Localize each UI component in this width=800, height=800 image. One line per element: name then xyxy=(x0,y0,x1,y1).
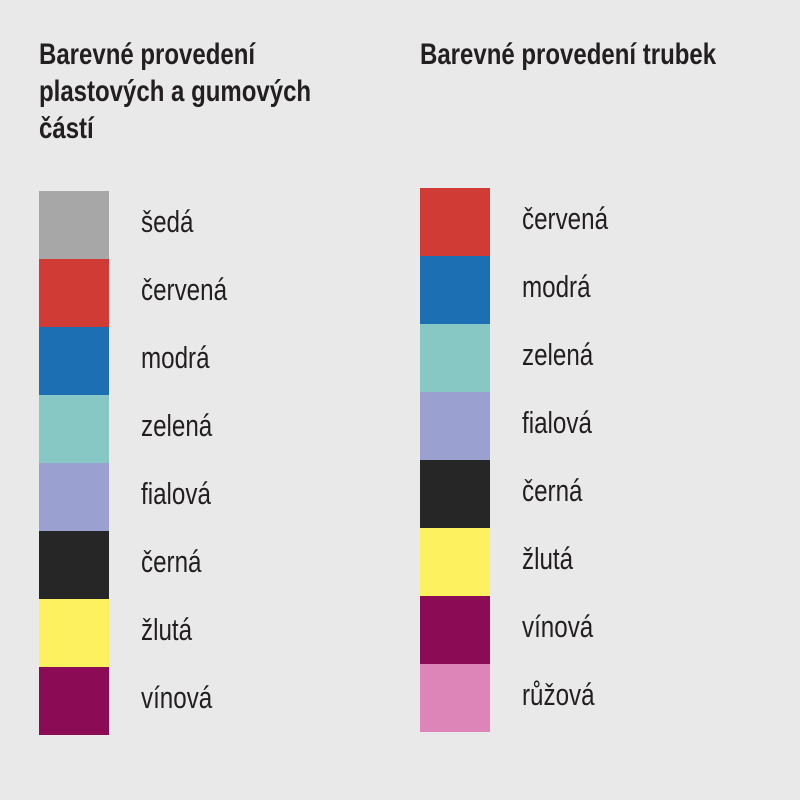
title-line: Barevné provedení trubek xyxy=(420,38,717,71)
color-swatch xyxy=(420,188,490,256)
color-item: modrá xyxy=(420,256,800,324)
tube-title: Barevné provedení trubek xyxy=(420,36,716,73)
color-item: žlutá xyxy=(39,599,439,667)
color-label: šedá xyxy=(141,204,194,239)
plastic-color-list: šedá červená modrá zelená fialová černá žlutá v… xyxy=(39,191,439,735)
color-label: vínová xyxy=(141,680,213,715)
color-label: červená xyxy=(141,272,228,307)
color-label: černá xyxy=(522,473,583,508)
title-line: částí xyxy=(39,112,94,145)
color-swatch xyxy=(420,392,490,460)
color-swatch xyxy=(420,664,490,732)
color-item: černá xyxy=(420,460,800,528)
color-item: červená xyxy=(420,188,800,256)
tube-colors: Barevné provedení trubek červená modrá zel… xyxy=(420,36,790,732)
tube-color-list: červená modrá zelená fialová černá žlutá vínov… xyxy=(420,188,800,732)
color-item: modrá xyxy=(39,327,439,395)
color-swatch xyxy=(39,259,109,327)
color-swatch xyxy=(39,463,109,531)
color-item: šedá xyxy=(39,191,439,259)
color-item: fialová xyxy=(39,463,439,531)
color-item: černá xyxy=(39,531,439,599)
title-line: plastových a gumových xyxy=(39,75,312,108)
color-item: růžová xyxy=(420,664,800,732)
color-swatch xyxy=(39,599,109,667)
color-swatch xyxy=(420,460,490,528)
color-label: fialová xyxy=(522,405,592,440)
color-label: fialová xyxy=(141,476,211,511)
color-item: zelená xyxy=(420,324,800,392)
color-label: černá xyxy=(141,544,202,579)
color-swatch xyxy=(39,395,109,463)
color-item: vínová xyxy=(39,667,439,735)
color-swatch xyxy=(39,531,109,599)
color-swatch xyxy=(420,256,490,324)
color-swatch xyxy=(39,327,109,395)
color-label: vínová xyxy=(522,609,594,644)
title-line: Barevné provedení xyxy=(39,38,256,71)
color-swatch xyxy=(39,667,109,735)
color-label: žlutá xyxy=(522,541,574,576)
color-item: vínová xyxy=(420,596,800,664)
plastic-parts-colors: Barevné provedení plastových a gumových … xyxy=(39,36,379,735)
color-item: červená xyxy=(39,259,439,327)
color-label: modrá xyxy=(522,269,591,304)
color-swatch xyxy=(39,191,109,259)
color-item: zelená xyxy=(39,395,439,463)
color-label: modrá xyxy=(141,340,210,375)
color-item: žlutá xyxy=(420,528,800,596)
color-label: růžová xyxy=(522,677,595,712)
color-label: zelená xyxy=(141,408,213,443)
color-swatch xyxy=(420,324,490,392)
color-swatch xyxy=(420,596,490,664)
color-label: zelená xyxy=(522,337,594,372)
color-label: červená xyxy=(522,201,609,236)
plastic-parts-title: Barevné provedení plastových a gumových … xyxy=(39,36,311,147)
color-label: žlutá xyxy=(141,612,193,647)
color-item: fialová xyxy=(420,392,800,460)
color-swatch xyxy=(420,528,490,596)
